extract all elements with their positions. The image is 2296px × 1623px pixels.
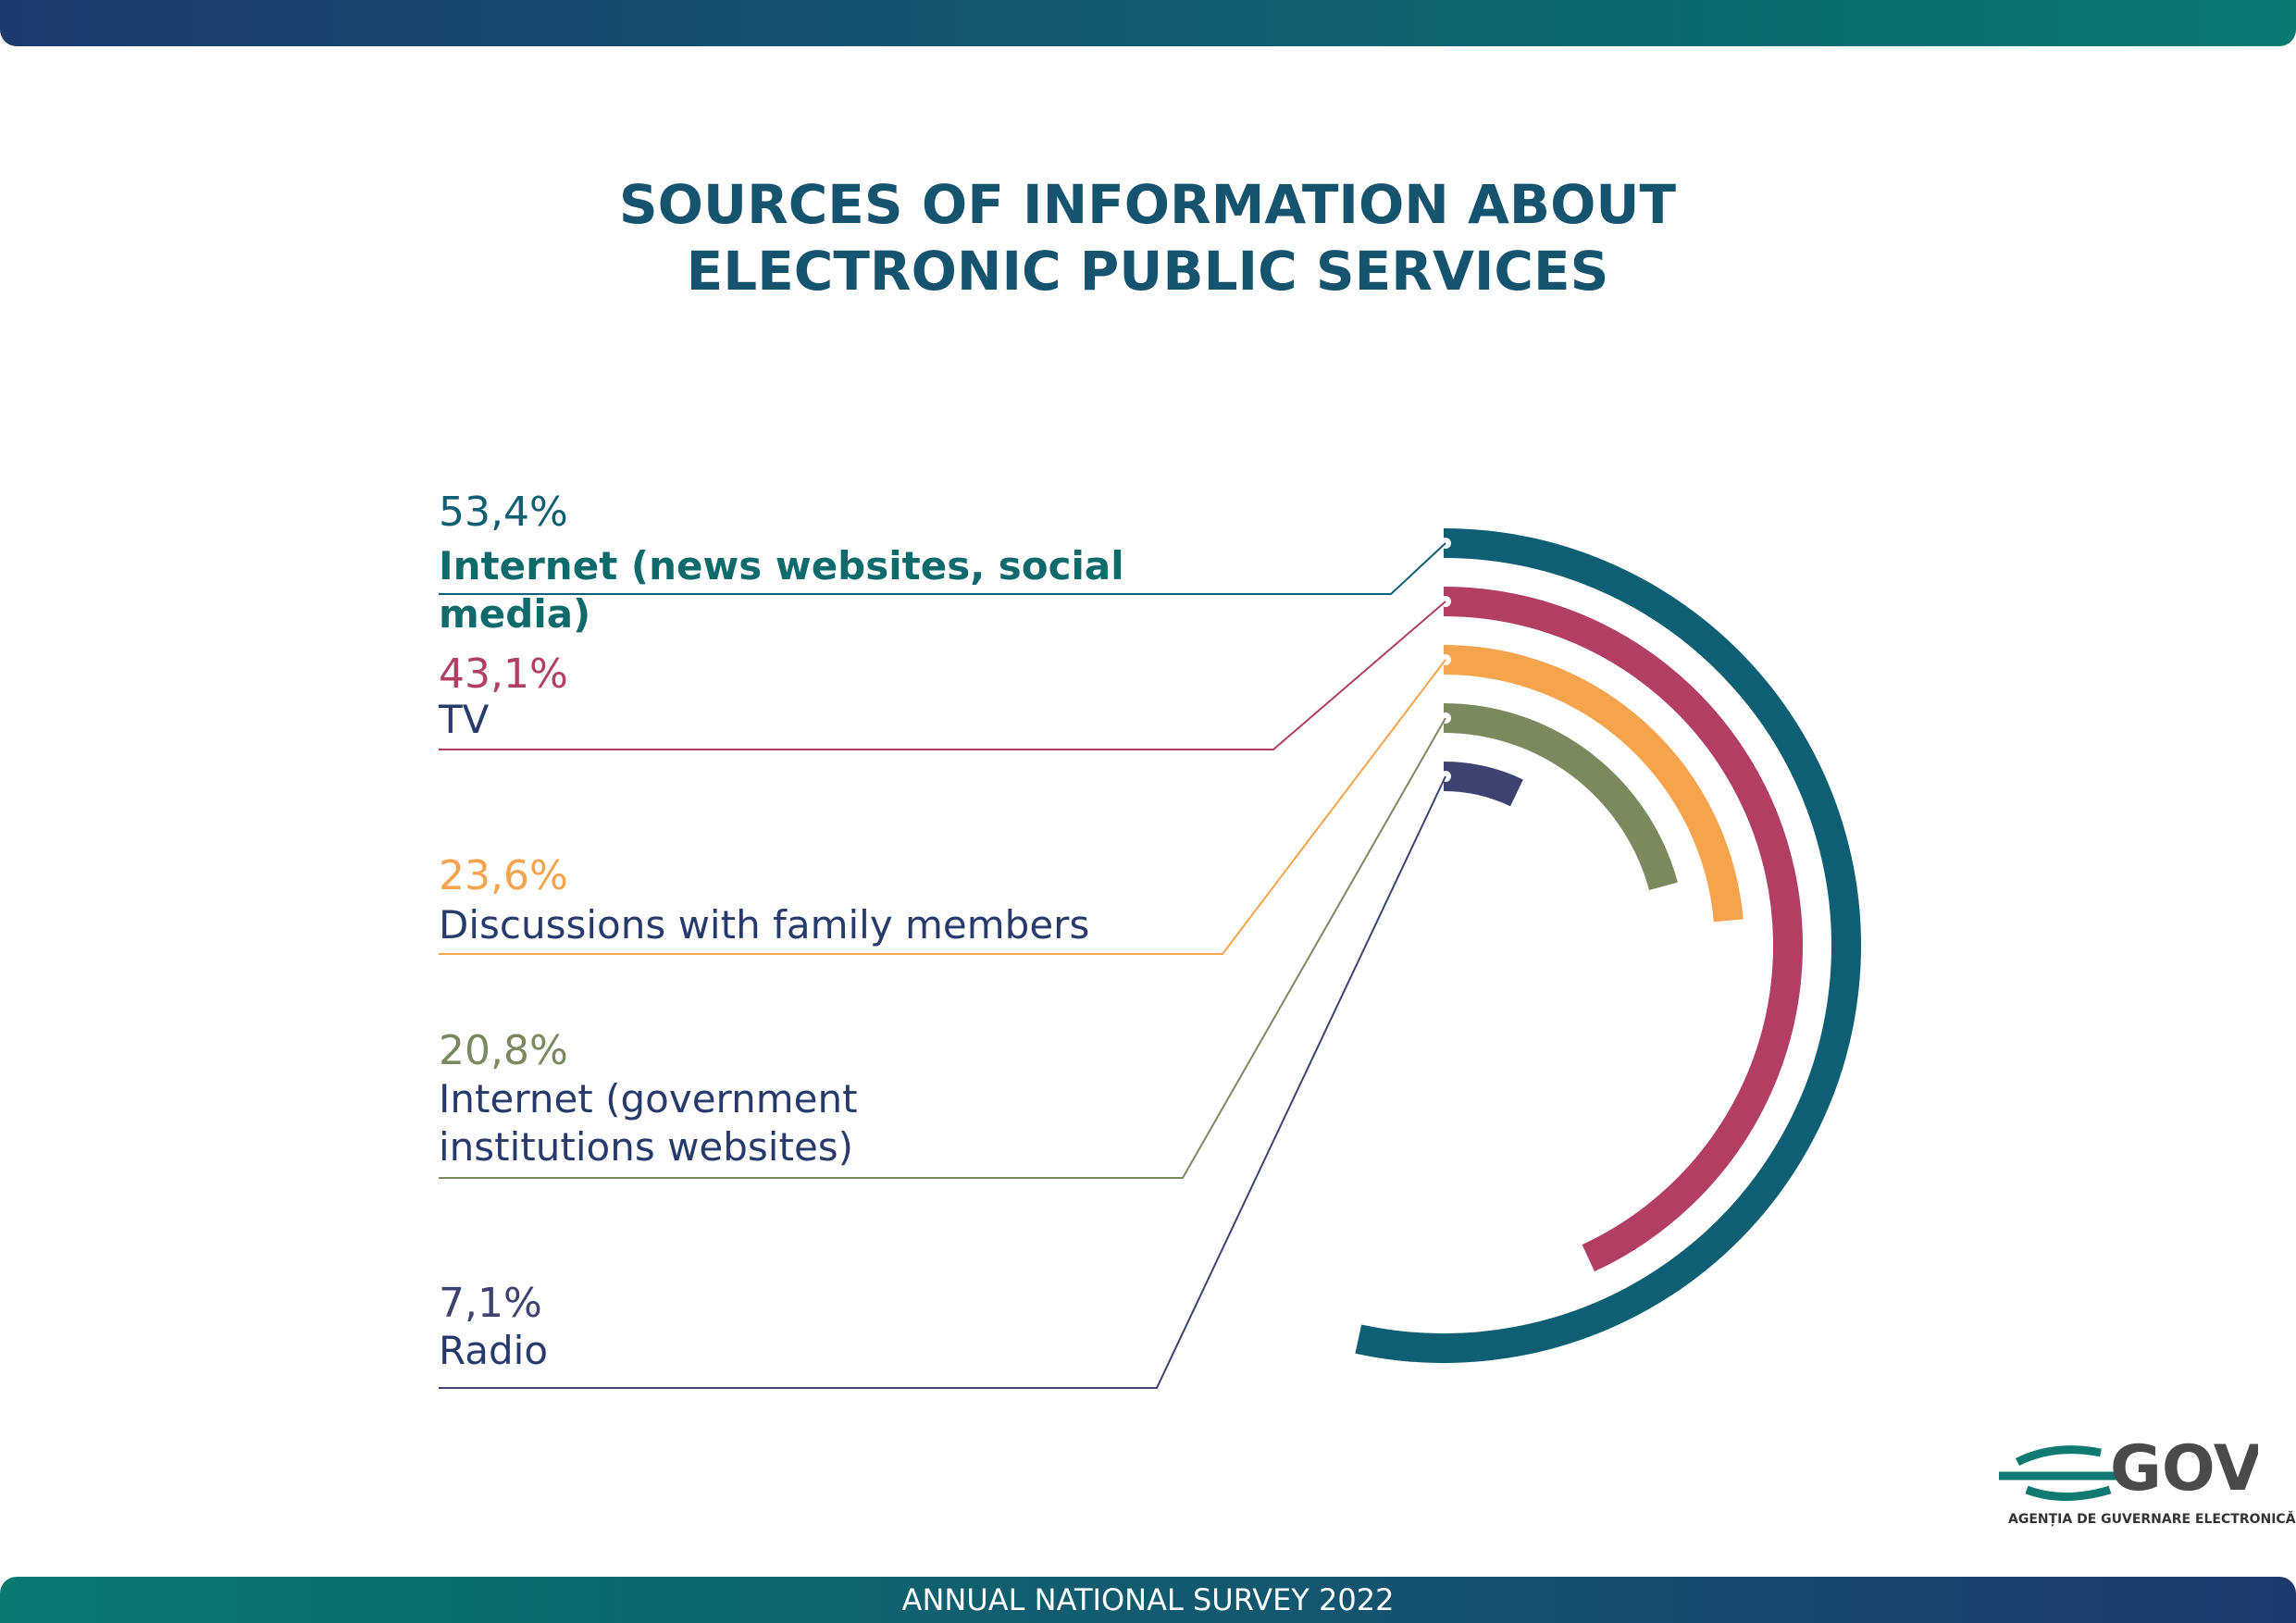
logo: GOV AGENȚIA DE GUVERNARE ELECTRONICĂ [1980, 1425, 2296, 1527]
radial-bar [1443, 587, 1803, 1272]
value-label: 20,8% [439, 1027, 568, 1074]
category-label: Internet (government institutions websit… [439, 1076, 858, 1170]
logo-subtitle: AGENȚIA DE GUVERNARE ELECTRONICĂ [2008, 1512, 2296, 1527]
category-label: Radio [439, 1328, 549, 1373]
radial-bar [1443, 645, 1744, 923]
leader-line [439, 717, 1446, 1179]
radial-bar [1443, 762, 1523, 807]
logo-text: GOV [2110, 1432, 2258, 1505]
radial-bar [1355, 528, 1861, 1363]
value-label: 23,6% [439, 852, 568, 899]
leader-line [439, 542, 1446, 595]
logo-mark: GOV [1999, 1432, 2263, 1505]
leader-line [439, 659, 1446, 955]
leader-line [439, 601, 1446, 750]
radial-bar [1443, 703, 1678, 891]
category-label: TV [439, 697, 490, 742]
top-bar [0, 0, 2296, 46]
leader-line [439, 775, 1446, 1389]
category-label: Internet (news websites, social media) [439, 543, 1124, 637]
value-label: 7,1% [439, 1280, 542, 1327]
footer: ANNUAL NATIONAL SURVEY 2022 [0, 1577, 2296, 1623]
category-label: Discussions with family members [439, 902, 1090, 948]
value-label: 53,4% [439, 489, 568, 536]
chart-title: SOURCES OF INFORMATION ABOUT ELECTRONIC … [618, 173, 1677, 303]
value-label: 43,1% [439, 650, 568, 698]
